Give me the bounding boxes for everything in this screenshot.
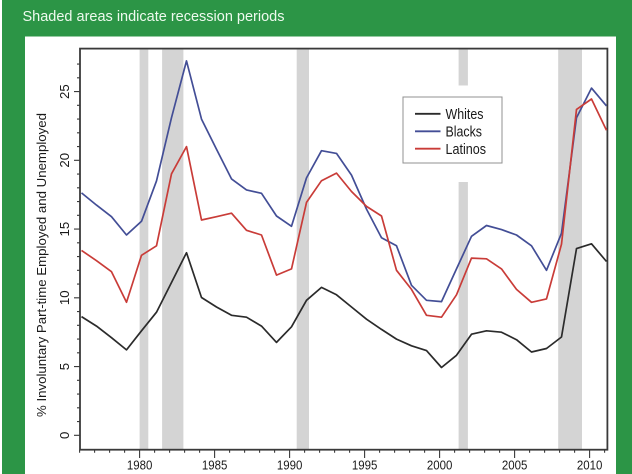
svg-text:Whites: Whites — [446, 106, 484, 123]
svg-text:5: 5 — [57, 363, 72, 370]
svg-text:Blacks: Blacks — [446, 124, 483, 141]
svg-text:1985: 1985 — [202, 458, 228, 473]
svg-text:10: 10 — [57, 290, 72, 305]
svg-text:2005: 2005 — [502, 458, 528, 473]
svg-text:20: 20 — [57, 153, 72, 168]
svg-text:Latinos: Latinos — [446, 141, 487, 158]
svg-text:25: 25 — [57, 84, 72, 99]
svg-text:% Involuntary Part-time Employ: % Involuntary Part-time Employed and Une… — [35, 113, 49, 417]
svg-text:1995: 1995 — [352, 458, 378, 473]
svg-text:15: 15 — [57, 222, 72, 237]
svg-text:0: 0 — [57, 432, 72, 439]
svg-text:2000: 2000 — [427, 458, 453, 473]
svg-text:1990: 1990 — [277, 458, 303, 473]
svg-text:Shaded areas indicate recessio: Shaded areas indicate recession periods — [23, 9, 285, 25]
svg-text:2010: 2010 — [577, 458, 603, 473]
svg-text:1980: 1980 — [127, 458, 153, 473]
